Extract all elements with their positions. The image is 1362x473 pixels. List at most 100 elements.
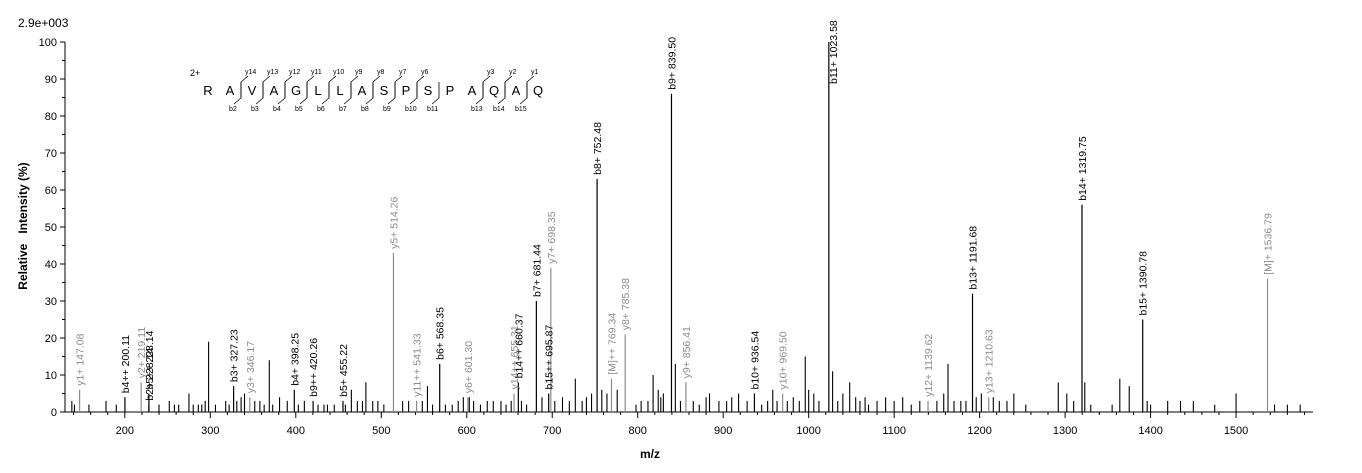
b-ion-bracket [387, 82, 396, 105]
y-tick-label: 60 [45, 185, 57, 197]
b-ion-label: b14 [493, 106, 505, 113]
x-tick-label: 200 [116, 425, 134, 437]
y-ion-label: y12 [289, 69, 300, 76]
y-tick-label: 20 [45, 333, 57, 345]
y-ion-label: y8 [377, 69, 385, 76]
b-ion-bracket [409, 82, 418, 105]
y-axis-title: Relative Intensity (%) [16, 162, 30, 289]
sequence-residue: A [512, 83, 521, 98]
y-ion-label: y7 [399, 69, 407, 76]
y-ion-label: y9 [355, 69, 363, 76]
b-ion-bracket [299, 82, 308, 105]
peaks [71, 42, 1301, 412]
y-tick-label: 10 [45, 370, 57, 382]
peak-label: y12+ 1139.62 [923, 334, 935, 397]
y-ion-label: y13 [267, 69, 278, 76]
x-tick-label: 400 [287, 425, 305, 437]
y-tick-label: 30 [45, 296, 57, 308]
x-tick-label: 800 [629, 425, 647, 437]
peak-label: y8+ 785.38 [620, 278, 632, 330]
y-ion-label: y6 [421, 69, 429, 76]
x-tick-label: 1300 [1053, 425, 1077, 437]
x-tick-label: 1200 [967, 425, 991, 437]
peak-label: b9++ 420.26 [308, 338, 320, 397]
peak-label: y3+ 346.17 [245, 341, 257, 393]
peak-label: b4++ 200.11 [120, 335, 132, 393]
y-tick-label: 70 [45, 148, 57, 160]
peak-label: y1+ 147.08 [75, 333, 87, 385]
b-ion-label: b8 [361, 106, 369, 113]
b-ion-bracket [255, 82, 264, 105]
peak-label: b15+ 1390.78 [1138, 251, 1150, 316]
b-ion-label: b13 [471, 106, 483, 113]
b-ion-label: b6 [317, 106, 325, 113]
peak-label: [M]++ 769.34 [607, 313, 619, 375]
x-tick-label: 600 [458, 425, 476, 437]
x-tick-label: 1500 [1224, 425, 1248, 437]
y-ion-label: y2 [509, 69, 517, 76]
peak-label: b3+ 327.23 [229, 329, 241, 382]
x-tick-label: 300 [201, 425, 219, 437]
sequence-residue: P [402, 83, 411, 98]
peak-label: y10+ 969.50 [778, 331, 790, 389]
sequence-residue: S [380, 83, 389, 98]
x-axis-title: m/z [640, 447, 660, 461]
y-ion-label: y3 [487, 69, 495, 76]
b-ion-bracket [233, 82, 242, 105]
peak-label: b5+ 455.22 [338, 344, 350, 397]
y-tick-label: 90 [45, 74, 57, 86]
y-tick-label: 100 [39, 37, 57, 49]
y-ion-bracket [306, 75, 315, 98]
peak-label: b7+ 681.44 [531, 244, 543, 297]
b-ion-bracket [497, 82, 506, 105]
b-ion-bracket [321, 82, 330, 105]
y-tick-label: 0 [51, 407, 57, 419]
peak-label: b14+ 1319.75 [1077, 136, 1089, 201]
b-ion-label: b9 [383, 106, 391, 113]
peak-label: y9+ 856.41 [681, 326, 693, 378]
sequence-residue: A [270, 83, 279, 98]
peak-label: b15++ 695.87 [544, 325, 556, 390]
peak-label: b6+ 568.35 [435, 307, 447, 360]
b-ion-bracket [475, 82, 484, 105]
y-ion-label: y1 [531, 69, 539, 76]
peak-label: [M]+ 1536.79 [1263, 213, 1275, 275]
b-ion-label: b10 [405, 106, 417, 113]
max-intensity-label: 2.9e+003 [18, 16, 69, 30]
sequence-residue: R [203, 83, 212, 98]
b-ion-bracket [365, 82, 374, 105]
peak-label: b8+ 752.48 [592, 122, 604, 175]
y-ion-label: y14 [245, 69, 256, 76]
x-tick-label: 500 [372, 425, 390, 437]
sequence-residue: A [468, 83, 477, 98]
peak-label: b2+ 228.14 [144, 348, 156, 401]
y-ion-bracket [328, 75, 337, 98]
peak-label: y7+ 698.35 [546, 211, 558, 263]
b-ion-bracket [519, 82, 528, 105]
b-ion-label: b15 [515, 106, 527, 113]
b-ion-label: b7 [339, 106, 347, 113]
y-ion-label: y11 [311, 69, 322, 76]
peak-label: y5+ 514.26 [388, 196, 400, 248]
y-ion-label: y10 [333, 69, 344, 76]
sequence-residue: L [336, 83, 343, 98]
b-ion-label: b3 [251, 106, 259, 113]
x-tick-label: 900 [714, 425, 732, 437]
y-tick-label: 40 [45, 259, 57, 271]
b-ion-label: b5 [295, 106, 303, 113]
peak-label: b14++ 660.37 [513, 313, 525, 378]
b-ion-label: b2 [229, 106, 237, 113]
peak-label: b5++ 228.14 [144, 330, 156, 389]
sequence-residue: S [424, 83, 433, 98]
sequence-residue: Q [533, 83, 543, 98]
b-ion-bracket [431, 82, 440, 105]
peak-label: b9+ 839.50 [666, 37, 678, 90]
b-ion-bracket [277, 82, 286, 105]
sequence-residue: L [314, 83, 321, 98]
y-tick-label: 80 [45, 111, 57, 123]
peak-label: y14++ 655.31 [509, 325, 521, 389]
sequence-residue: Q [489, 83, 499, 98]
